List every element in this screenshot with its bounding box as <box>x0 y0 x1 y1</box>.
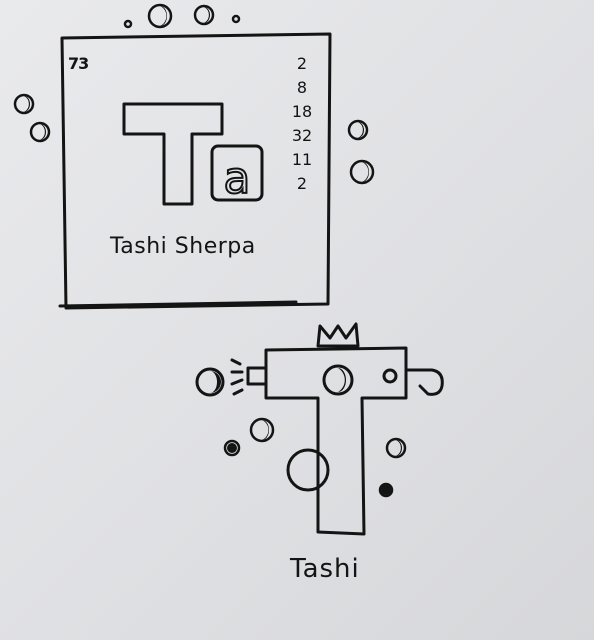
bubble-robot-1 <box>249 417 275 443</box>
atomic-number: 73 <box>68 54 89 73</box>
bubble-top-2 <box>193 4 215 26</box>
robot-crown <box>316 322 360 348</box>
bubble-robot-3 <box>385 437 407 459</box>
bubble-right-2 <box>349 159 375 185</box>
bubble-robot-4 <box>378 482 394 498</box>
bubble-left-2 <box>29 121 51 143</box>
bubble-top-1 <box>147 3 173 29</box>
element-symbol-a: a <box>224 153 251 204</box>
bubble-left-1 <box>13 93 35 115</box>
bubble-dot-top-right <box>231 14 241 24</box>
element-card-frame <box>60 32 332 310</box>
card-bottom-line <box>58 300 298 308</box>
bubble-right-1 <box>347 119 369 141</box>
robot-eye-small <box>382 368 398 384</box>
bubble-robot-2 <box>223 439 241 457</box>
robot-spark-4 <box>232 388 244 396</box>
electron-shells: 2 8 18 32 11 2 <box>284 52 320 196</box>
shell-3: 18 <box>291 102 313 121</box>
bubble-dot-top-left <box>123 19 133 29</box>
robot-spark-3 <box>230 378 244 386</box>
shell-4: 32 <box>291 126 313 145</box>
robot-eye-large <box>322 364 354 396</box>
robot-right-hook <box>404 368 444 396</box>
shell-2: 8 <box>296 78 308 97</box>
robot-name: Tashi <box>290 554 360 584</box>
robot-left-orb <box>195 367 225 397</box>
big-t-letter <box>122 102 224 206</box>
robot-spark-1 <box>230 358 242 366</box>
a-letter-frame <box>210 144 264 202</box>
robot-body <box>264 346 408 536</box>
shell-5: 11 <box>291 150 313 169</box>
robot-belly-circle <box>286 448 330 492</box>
robot-left-nozzle <box>246 366 268 386</box>
shell-1: 2 <box>296 54 308 73</box>
shell-6: 2 <box>296 174 308 193</box>
element-card-name: Tashi Sherpa <box>110 234 256 259</box>
